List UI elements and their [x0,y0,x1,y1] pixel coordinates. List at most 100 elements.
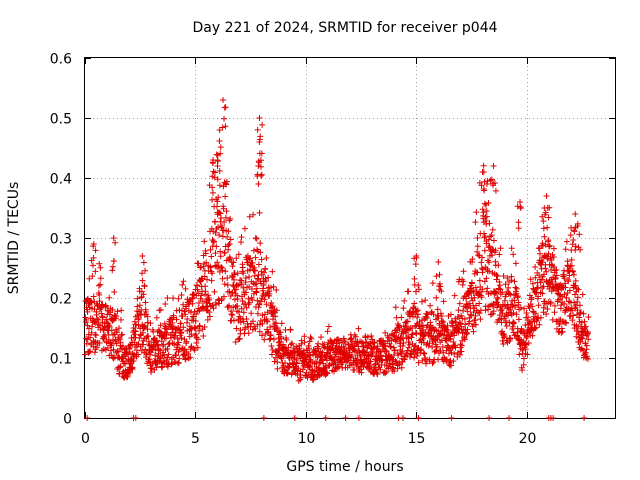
data-point [521,305,528,312]
data-point [398,314,405,321]
data-point [111,289,118,296]
data-point [418,346,425,353]
data-point [217,150,224,157]
data-point [204,316,211,323]
data-point [348,335,355,342]
data-point [256,321,263,328]
data-point [520,355,527,362]
data-point [461,334,468,341]
data-point [479,169,486,175]
data-point [537,250,544,257]
data-point [550,253,557,260]
data-point [520,361,527,368]
data-point [539,213,546,220]
data-point [253,285,260,292]
data-point [278,355,285,362]
data-point [242,324,249,331]
data-point [274,328,281,335]
data-point [447,336,454,343]
data-point [299,366,306,373]
data-point [176,326,183,333]
data-point [575,286,582,293]
data-point [388,337,395,344]
data-point [482,213,489,220]
data-point [180,324,187,331]
data-point [349,351,356,358]
data-point [262,278,269,285]
data-point [506,290,513,297]
data-point [234,296,241,303]
data-point [399,343,406,350]
data-point [387,343,394,350]
data-point [359,340,366,347]
data-point [504,312,511,319]
data-point [250,211,257,218]
data-point [219,267,226,274]
data-point [214,198,221,205]
data-point [458,348,465,355]
data-point [472,321,479,328]
data-point [505,284,512,291]
x-tick-label: 0 [81,431,90,447]
data-point [390,332,397,339]
data-point [226,302,233,309]
data-point [513,285,520,292]
data-point [278,335,285,342]
data-point [569,241,576,248]
data-point [342,340,349,347]
data-point [574,294,581,301]
data-point [568,256,575,263]
data-point [576,231,583,238]
data-point [226,241,233,248]
data-point [533,324,540,331]
data-point [271,358,278,365]
data-point [524,351,531,358]
data-point [318,357,325,364]
data-point [556,320,563,327]
data-point [474,248,481,255]
data-point [562,307,569,314]
data-point [363,338,370,345]
data-point [582,323,589,330]
data-point [529,308,536,315]
data-point [355,325,362,332]
data-point [202,288,209,295]
data-point [543,193,550,199]
data-point [261,296,268,303]
data-point [460,268,467,275]
data-point [147,320,154,327]
data-point [246,299,253,306]
data-point [511,320,518,327]
data-point [496,251,503,258]
data-point [511,297,518,304]
data-point [512,260,519,267]
data-point [199,298,206,305]
data-point [269,346,276,353]
data-point [510,319,517,326]
data-point [208,268,215,275]
y-tick-label: 0 [63,412,72,428]
data-point [398,364,405,371]
data-point [258,332,265,339]
data-point [87,334,94,341]
data-point [565,278,572,285]
data-point [257,240,264,247]
data-point [558,325,565,332]
data-point [469,280,476,287]
data-point [400,415,406,421]
data-point [476,277,483,284]
data-point [87,297,94,304]
data-point [483,240,490,247]
data-point [293,359,300,366]
data-point [315,340,322,347]
data-point [355,343,362,350]
data-point [569,317,576,324]
data-point [182,311,189,318]
data-point [219,124,226,131]
data-point [494,273,501,280]
data-point [394,365,401,372]
data-point [243,315,250,322]
data-point [448,349,455,356]
data-point [137,310,144,317]
data-point [450,322,457,329]
